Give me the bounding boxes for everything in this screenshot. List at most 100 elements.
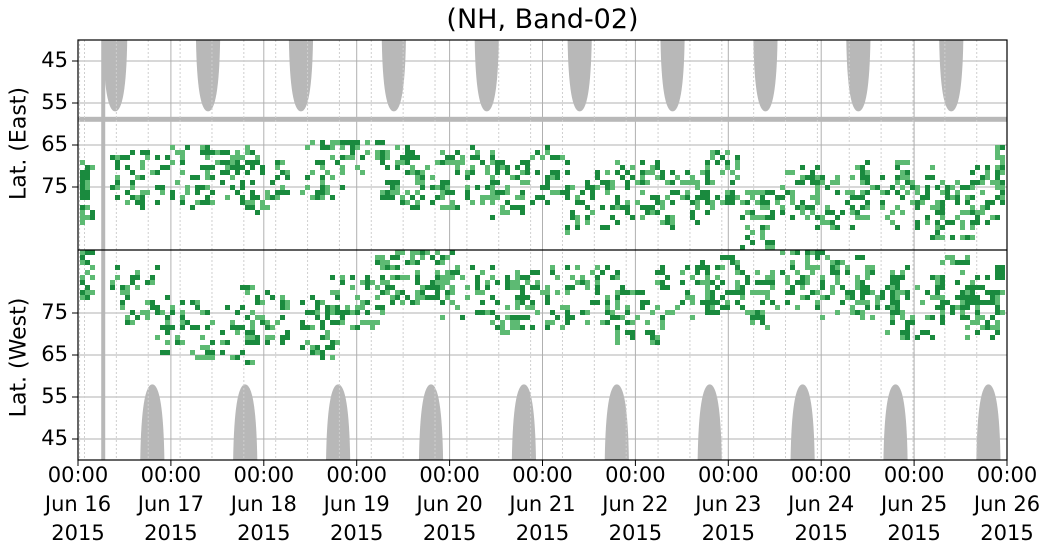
- echo-cell: [570, 275, 575, 280]
- echo-cell: [1000, 185, 1005, 190]
- echo-cell: [410, 195, 415, 200]
- echo-cell: [545, 200, 550, 205]
- x-tick-label-year: 2015: [609, 521, 662, 545]
- echo-cell: [625, 205, 630, 210]
- echo-cell: [790, 265, 795, 270]
- echo-cell: [125, 190, 130, 195]
- echo-cell: [425, 295, 430, 300]
- echo-cell: [940, 315, 945, 320]
- echo-cell: [185, 145, 190, 150]
- echo-cell: [415, 260, 420, 265]
- echo-cell: [720, 305, 725, 310]
- echo-cell: [960, 235, 965, 240]
- echo-cell: [510, 315, 515, 320]
- x-tick-label-time: 00:00: [884, 463, 945, 487]
- echo-cell: [810, 170, 815, 175]
- echo-cell: [570, 215, 575, 220]
- echo-cell: [265, 190, 270, 195]
- echo-cell: [420, 255, 425, 260]
- echo-cell: [345, 310, 350, 315]
- echo-cell: [845, 200, 850, 205]
- echo-cell: [900, 195, 905, 200]
- echo-cell: [590, 195, 595, 200]
- echo-cell: [310, 310, 315, 315]
- echo-cell: [765, 205, 770, 210]
- echo-cell: [320, 180, 325, 185]
- echo-cell: [700, 265, 705, 270]
- echo-cell: [895, 225, 900, 230]
- echo-cell: [490, 160, 495, 165]
- echo-cell: [130, 150, 135, 155]
- echo-cell: [285, 175, 290, 180]
- echo-cell: [310, 325, 315, 330]
- echo-cell: [360, 305, 365, 310]
- echo-cell: [605, 180, 610, 185]
- echo-cell: [190, 325, 195, 330]
- echo-cell: [955, 200, 960, 205]
- echo-cell: [560, 305, 565, 310]
- echo-cell: [805, 205, 810, 210]
- echo-cell: [800, 285, 805, 290]
- echo-cell: [370, 325, 375, 330]
- echo-cell: [585, 205, 590, 210]
- echo-cell: [735, 165, 740, 170]
- echo-cell: [640, 305, 645, 310]
- echo-cell: [555, 275, 560, 280]
- echo-cell: [950, 260, 955, 265]
- echo-cell: [395, 295, 400, 300]
- echo-cell: [670, 180, 675, 185]
- echo-cell: [85, 185, 90, 190]
- echo-cell: [305, 185, 310, 190]
- echo-cell: [935, 280, 940, 285]
- echo-cell: [135, 285, 140, 290]
- echo-cell: [825, 220, 830, 225]
- echo-cell: [995, 300, 1000, 305]
- echo-cell: [80, 160, 85, 165]
- echo-cell: [380, 195, 385, 200]
- echo-cell: [165, 350, 170, 355]
- echo-cell: [785, 275, 790, 280]
- echo-cell: [655, 165, 660, 170]
- echo-cell: [285, 330, 290, 335]
- echo-cell: [685, 195, 690, 200]
- echo-cell: [890, 295, 895, 300]
- echo-cell: [520, 275, 525, 280]
- echo-cell: [135, 275, 140, 280]
- echo-cell: [900, 270, 905, 275]
- echo-cell: [935, 230, 940, 235]
- echo-cell: [370, 320, 375, 325]
- echo-cell: [540, 185, 545, 190]
- echo-cell: [525, 295, 530, 300]
- echo-cell: [780, 195, 785, 200]
- echo-cell: [380, 190, 385, 195]
- echo-cell: [890, 300, 895, 305]
- echo-cell: [555, 190, 560, 195]
- echo-cell: [995, 320, 1000, 325]
- echo-cell: [825, 210, 830, 215]
- echo-cell: [455, 150, 460, 155]
- echo-cell: [560, 190, 565, 195]
- echo-cell: [965, 195, 970, 200]
- echo-cell: [995, 150, 1000, 155]
- echo-cell: [470, 200, 475, 205]
- echo-cell: [80, 215, 85, 220]
- echo-cell: [860, 290, 865, 295]
- echo-cell: [900, 185, 905, 190]
- echo-cell: [955, 280, 960, 285]
- echo-cell: [490, 275, 495, 280]
- echo-cell: [965, 185, 970, 190]
- echo-cell: [725, 300, 730, 305]
- echo-cell: [405, 200, 410, 205]
- echo-cell: [565, 290, 570, 295]
- echo-cell: [520, 190, 525, 195]
- echo-cell: [675, 190, 680, 195]
- echo-cell: [315, 315, 320, 320]
- echo-cell: [510, 325, 515, 330]
- echo-cell: [410, 205, 415, 210]
- echo-cell: [595, 280, 600, 285]
- echo-cell: [580, 190, 585, 195]
- echo-cell: [235, 165, 240, 170]
- echo-cell: [935, 210, 940, 215]
- echo-cell: [360, 155, 365, 160]
